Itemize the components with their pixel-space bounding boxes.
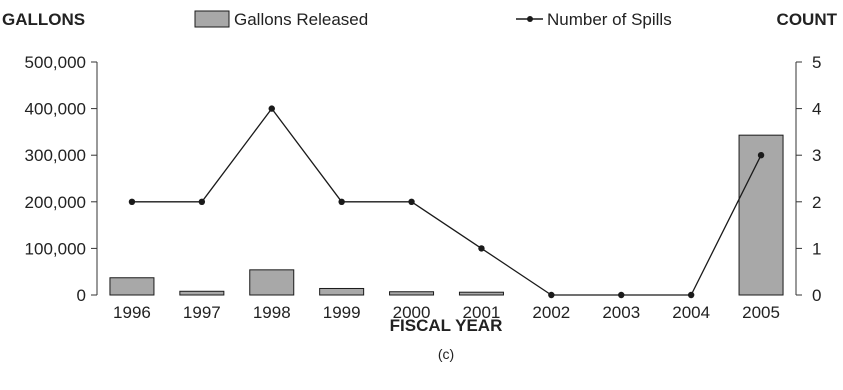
spill-point-2003 [618,291,625,299]
left-tick-label: 400,000 [25,100,86,119]
x-tick-label-2004: 2004 [672,303,710,322]
left-tick-label: 200,000 [25,193,86,212]
right-tick-label: 0 [812,286,821,305]
x-tick-label-2002: 2002 [532,303,570,322]
x-tick-label-2005: 2005 [742,303,780,322]
legend-line-marker [527,16,533,22]
spill-point-2004 [687,291,695,299]
bar-1997 [179,290,225,296]
left-tick-label: 0 [77,286,86,305]
spill-point-2005 [757,152,765,159]
right-axis-title: COUNT [777,10,838,29]
spill-point-1999 [338,198,345,205]
x-tick-label-1997: 1997 [183,303,221,322]
left-tick-label: 500,000 [25,53,86,72]
x-tick-label-2000: 2000 [393,303,431,322]
x-tick-label-2001: 2001 [463,303,501,322]
spill-point-2001 [478,245,485,252]
bars [109,134,784,296]
left-tick-label: 300,000 [25,146,86,165]
x-tick-label-1999: 1999 [323,303,361,322]
spill-point-1998 [268,105,275,112]
right-tick-label: 4 [812,100,821,119]
legend-line-label: Number of Spills [547,10,672,29]
right-ticks: 0 1 2 3 4 5 [796,53,821,305]
axes [96,62,797,295]
x-tick-label-2003: 2003 [602,303,640,322]
bar-1998 [249,269,295,296]
spill-line [128,105,765,299]
right-tick-label: 3 [812,146,821,165]
right-tick-label: 1 [812,239,821,258]
legend-bar-swatch [194,10,230,28]
right-tick-label: 2 [812,193,821,212]
spill-point-1997 [198,198,206,205]
bar-2005 [738,134,784,296]
bar-2001 [458,291,504,296]
left-tick-label: 100,000 [25,239,86,258]
spill-point-2002 [548,291,555,299]
x-tick-labels: 1996 1997 1998 1999 2000 2001 2002 2003 2004 2005 [113,303,780,322]
bar-2000 [389,291,435,296]
x-tick-label-1998: 1998 [253,303,291,322]
spill-point-2000 [408,198,415,205]
bar-1999 [319,287,365,296]
left-ticks: 0 100,000 200,000 300,000 400,000 500,000 [25,53,97,305]
spill-point-1996 [128,198,136,205]
bar-1996 [109,277,155,296]
left-axis-title: GALLONS [2,10,85,29]
spill-line-path [131,107,762,296]
legend: Gallons Released Number of Spills [194,10,672,29]
figure-caption: (c) [438,346,454,362]
x-axis-title: FISCAL YEAR [390,316,503,335]
x-tick-label-1996: 1996 [113,303,151,322]
legend-bar-label: Gallons Released [234,10,368,29]
right-tick-label: 5 [812,53,821,72]
